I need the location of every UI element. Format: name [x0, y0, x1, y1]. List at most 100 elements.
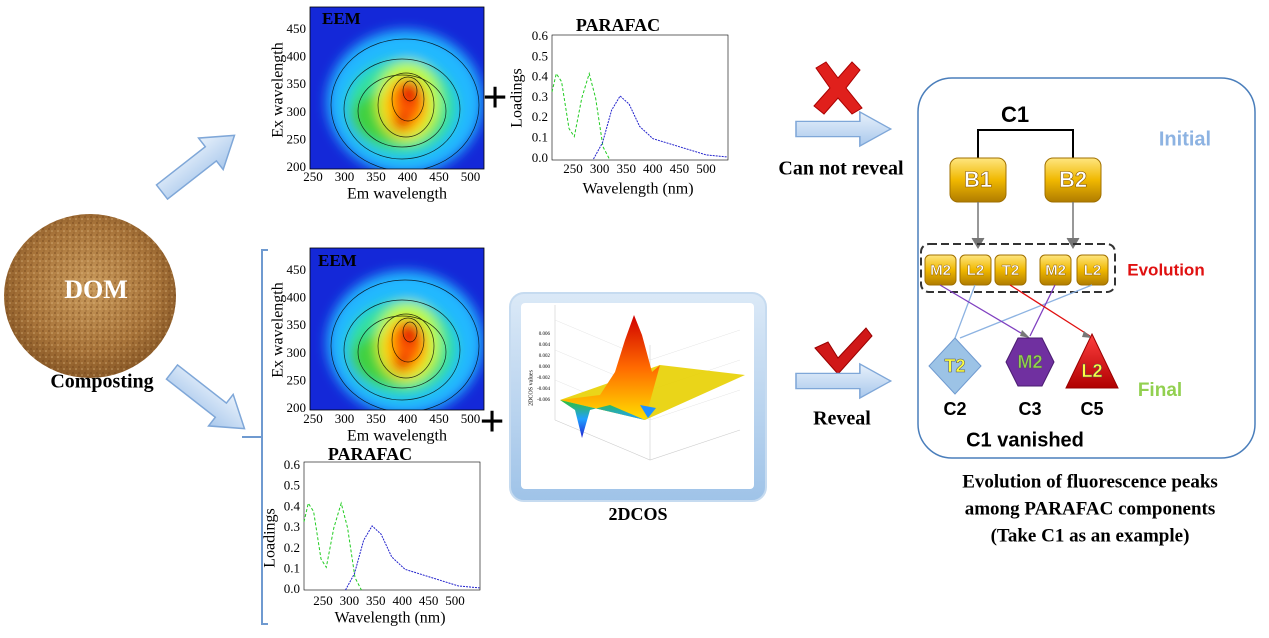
tick-label: 500	[696, 161, 716, 176]
parafac-title: PARAFAC	[576, 15, 660, 35]
final-peak	[928, 337, 982, 395]
tick-label: 0.000	[539, 365, 551, 370]
evolution-label: Evolution	[1127, 260, 1204, 279]
tick-label: 0.2	[532, 109, 548, 124]
peak-box	[1039, 254, 1072, 286]
tick-label: 0.6	[532, 28, 549, 43]
tick-label: 450	[287, 262, 307, 277]
tick-label: 200	[287, 159, 307, 174]
tick-label: 250	[287, 372, 307, 387]
final-peak	[1005, 337, 1055, 387]
tick-label: 300	[287, 104, 307, 119]
tick-label: 300	[287, 345, 307, 360]
x-axis-label: Wavelength (nm)	[334, 610, 445, 627]
tick-label: -0.004	[537, 387, 550, 392]
plus-sign: +	[479, 397, 504, 446]
tick-label: 450	[429, 411, 449, 426]
tick-label: 400	[398, 411, 418, 426]
tick-label: 400	[287, 290, 307, 305]
tick-label: 300	[335, 411, 355, 426]
tick-label: -0.002	[537, 376, 550, 381]
peak-box	[959, 254, 992, 286]
tick-label: 200	[287, 400, 307, 415]
eem-title: EEM	[322, 9, 361, 28]
initial-peak: B1	[964, 167, 992, 192]
arrow-up	[148, 118, 248, 209]
peak-label: L2	[967, 262, 985, 279]
tick-label: 0.6	[284, 457, 301, 472]
x-axis-label: Em wavelength	[347, 428, 447, 445]
tick-label: 0.3	[284, 519, 300, 534]
tick-label: 0.0	[532, 150, 548, 165]
tick-label: 400	[398, 169, 418, 184]
tick-label: 350	[616, 161, 636, 176]
tick-label: 0.006	[539, 332, 551, 337]
peak-label: M2	[1045, 262, 1066, 279]
z-axis-label: 2DCOS values	[528, 369, 534, 405]
peak-label: L2	[1084, 262, 1102, 279]
tick-label: 450	[670, 161, 690, 176]
tick-label: 0.1	[284, 560, 300, 575]
tree-line	[977, 129, 1074, 158]
result-label: Reveal	[813, 408, 871, 430]
y-axis-label: Loadings	[262, 508, 279, 568]
tick-label: 0.4	[284, 498, 301, 513]
arrow-right	[795, 363, 892, 399]
initial-label: Initial	[1159, 128, 1211, 150]
caption-line: Evolution of fluorescence peaks	[962, 471, 1218, 492]
tick-label: 0.5	[284, 478, 300, 493]
tick-label: 0.5	[532, 48, 548, 63]
caption-line: among PARAFAC components	[965, 498, 1216, 519]
component-curve	[551, 71, 610, 160]
plus-sign: +	[482, 73, 507, 122]
tick-label: 350	[366, 169, 386, 184]
y-axis-label: Ex wavelength	[270, 42, 287, 138]
tick-label: 500	[461, 169, 481, 184]
final-label: Final	[1138, 380, 1182, 401]
tick-label: 0.1	[532, 129, 548, 144]
eem-map	[310, 7, 484, 174]
tick-label: 250	[303, 411, 323, 426]
tick-label: 250	[303, 169, 323, 184]
caption-line: (Take C1 as an example)	[991, 525, 1190, 546]
tick-label: 250	[563, 161, 583, 176]
tick-label: 250	[313, 593, 333, 608]
dom-label: DOM	[64, 275, 128, 304]
tick-label: 350	[287, 317, 307, 332]
component-label: C5	[1080, 399, 1103, 419]
tick-label: 400	[392, 593, 412, 608]
dcos-surface	[554, 305, 745, 461]
tick-label: 300	[335, 169, 355, 184]
tick-label: 350	[287, 76, 307, 91]
plot-frame	[551, 34, 729, 161]
tick-label: 400	[287, 49, 307, 64]
dcos-title: 2DCOS	[608, 504, 667, 524]
tick-label: 400	[643, 161, 663, 176]
tick-label: 0.3	[532, 89, 548, 104]
component-curve	[303, 501, 362, 591]
peak-label: T2	[1002, 262, 1020, 279]
tick-label: -0.006	[537, 398, 550, 403]
tick-label: 300	[590, 161, 610, 176]
note: C1 vanished	[966, 429, 1084, 451]
eem-title: EEM	[318, 251, 357, 270]
tick-label: 0.0	[284, 581, 300, 596]
tick-label: 500	[445, 593, 465, 608]
tick-label: 450	[287, 21, 307, 36]
result-label: Can not reveal	[778, 158, 904, 180]
x-axis-label: Wavelength (nm)	[582, 181, 693, 198]
tick-label: 350	[366, 411, 386, 426]
component-label: C3	[1018, 399, 1041, 419]
process-label: Composting	[50, 371, 153, 393]
final-peak-label: L2	[1081, 361, 1102, 381]
final-peak-label: M2	[1017, 352, 1042, 372]
eem-map	[310, 248, 484, 415]
peak-box	[1076, 254, 1109, 286]
tick-label: 0.4	[532, 69, 549, 84]
parafac-title: PARAFAC	[328, 444, 412, 464]
y-axis-label: Ex wavelength	[270, 282, 287, 378]
final-peak	[1065, 332, 1119, 389]
cross-mark	[813, 61, 863, 115]
x-axis-label: Em wavelength	[347, 186, 447, 203]
